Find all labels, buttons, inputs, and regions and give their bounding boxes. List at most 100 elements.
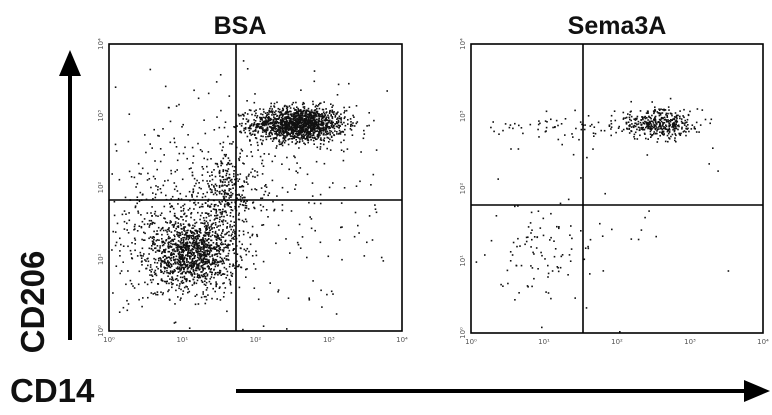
data-point bbox=[191, 251, 193, 253]
data-point bbox=[177, 203, 179, 205]
data-point bbox=[531, 285, 533, 288]
data-point bbox=[695, 121, 698, 124]
data-point bbox=[355, 185, 358, 187]
data-point bbox=[657, 126, 660, 128]
data-point bbox=[636, 115, 639, 118]
data-point bbox=[525, 236, 528, 239]
data-point bbox=[176, 233, 178, 236]
data-point bbox=[191, 231, 193, 233]
data-point bbox=[628, 128, 630, 130]
data-point bbox=[197, 246, 200, 248]
data-point bbox=[264, 185, 266, 187]
data-point bbox=[274, 113, 277, 115]
data-point bbox=[184, 242, 187, 244]
data-point bbox=[152, 221, 155, 224]
data-point bbox=[210, 235, 212, 238]
data-point bbox=[659, 131, 661, 133]
data-point bbox=[296, 110, 298, 113]
data-point bbox=[165, 257, 168, 260]
data-point bbox=[242, 189, 244, 192]
data-point bbox=[195, 262, 197, 265]
data-point bbox=[279, 119, 282, 121]
data-point bbox=[171, 283, 173, 286]
data-point bbox=[313, 120, 315, 122]
data-point bbox=[630, 115, 633, 118]
data-point bbox=[277, 224, 280, 227]
data-point bbox=[307, 141, 309, 144]
y-tick-label: 10³ bbox=[97, 110, 105, 122]
data-point bbox=[180, 243, 182, 245]
data-point bbox=[663, 116, 666, 119]
data-point bbox=[182, 205, 184, 207]
data-point bbox=[195, 239, 198, 241]
x-tick-label: 10⁰ bbox=[103, 336, 115, 344]
data-point bbox=[219, 246, 221, 249]
data-point bbox=[302, 123, 304, 126]
data-point bbox=[251, 155, 254, 158]
data-point bbox=[337, 117, 339, 119]
data-point bbox=[281, 126, 283, 128]
data-point bbox=[339, 124, 341, 127]
data-point bbox=[289, 133, 291, 136]
data-point bbox=[196, 235, 199, 238]
data-point bbox=[196, 247, 199, 250]
data-point bbox=[172, 253, 175, 255]
data-point bbox=[311, 134, 313, 137]
data-point bbox=[309, 131, 311, 133]
data-point bbox=[319, 143, 322, 145]
data-point bbox=[154, 269, 157, 272]
data-point bbox=[167, 260, 169, 262]
data-point bbox=[281, 127, 283, 130]
data-point bbox=[197, 192, 199, 194]
data-point bbox=[181, 216, 183, 218]
data-point bbox=[173, 224, 175, 227]
data-point bbox=[634, 125, 637, 128]
data-point bbox=[113, 214, 116, 217]
data-point bbox=[207, 222, 209, 224]
data-point bbox=[295, 184, 297, 186]
data-point bbox=[305, 131, 308, 134]
data-point bbox=[218, 171, 221, 173]
data-point bbox=[256, 141, 259, 144]
data-point bbox=[207, 204, 209, 207]
data-point bbox=[592, 148, 594, 150]
data-point bbox=[189, 224, 191, 227]
data-point bbox=[268, 125, 271, 128]
data-point bbox=[141, 247, 144, 250]
data-point bbox=[212, 208, 215, 210]
data-point bbox=[206, 227, 208, 229]
data-point bbox=[630, 126, 633, 128]
data-point bbox=[286, 106, 289, 108]
data-point bbox=[148, 237, 150, 240]
data-point bbox=[340, 131, 342, 133]
data-point bbox=[220, 238, 222, 241]
data-point bbox=[302, 109, 305, 112]
data-point bbox=[287, 113, 289, 116]
data-point bbox=[320, 137, 322, 139]
data-point bbox=[282, 108, 285, 111]
data-point bbox=[268, 115, 270, 118]
data-point bbox=[633, 118, 635, 120]
data-point bbox=[204, 277, 207, 280]
data-point bbox=[639, 121, 642, 124]
data-point bbox=[640, 124, 642, 126]
data-point bbox=[343, 139, 345, 142]
data-point bbox=[666, 128, 668, 131]
data-point bbox=[307, 135, 309, 137]
data-point bbox=[171, 278, 173, 281]
data-point bbox=[323, 119, 325, 121]
data-point bbox=[298, 131, 300, 133]
data-point bbox=[170, 259, 172, 262]
data-point bbox=[223, 215, 225, 218]
data-point bbox=[340, 121, 343, 123]
data-point bbox=[286, 123, 288, 125]
data-point bbox=[336, 94, 339, 96]
data-point bbox=[593, 135, 595, 137]
data-point bbox=[168, 106, 170, 109]
data-point bbox=[253, 207, 256, 210]
data-point bbox=[147, 260, 150, 263]
data-point bbox=[330, 136, 333, 138]
data-point bbox=[320, 115, 322, 118]
data-point bbox=[251, 168, 254, 170]
data-point bbox=[256, 174, 259, 177]
